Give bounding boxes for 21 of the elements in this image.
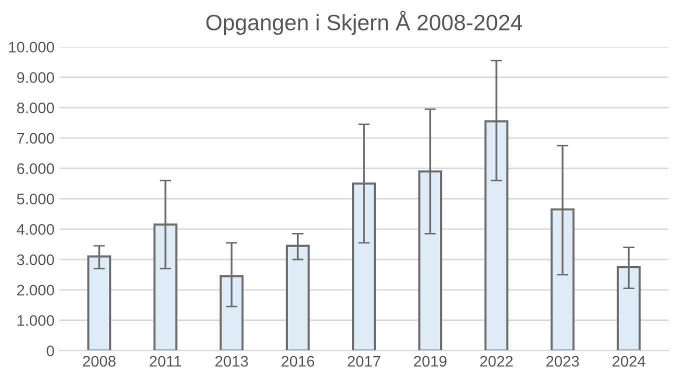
x-tick-label: 2022 xyxy=(480,356,513,367)
y-tick-label: 5.000 xyxy=(17,194,54,204)
x-tick-label: 2024 xyxy=(612,356,646,367)
x-tick-label: 2008 xyxy=(82,356,116,367)
x-tick-label: 2013 xyxy=(215,356,248,367)
y-tick-label: 2.000 xyxy=(17,284,54,296)
y-tick-label: 6.000 xyxy=(17,163,54,174)
y-tick-label: 7.000 xyxy=(17,132,54,144)
y-tick-label: 1.000 xyxy=(18,315,54,326)
y-tick-label: 8.000 xyxy=(17,102,54,114)
y-tick-label: 9.000 xyxy=(17,72,54,83)
y-tick-label: 0 xyxy=(46,345,54,356)
x-tick-label: 2011 xyxy=(150,356,182,367)
x-tick-label: 2019 xyxy=(414,356,446,367)
x-tick-label: 2023 xyxy=(546,356,579,367)
chart-title: Opgangen i Skjern Å 2008-2024 xyxy=(206,10,522,35)
y-tick-label: 3.000 xyxy=(16,254,54,266)
y-tick-label: 4.000 xyxy=(16,224,54,235)
x-tick-label: 2017 xyxy=(348,356,380,367)
y-tick-label: 10.000 xyxy=(9,42,54,53)
x-tick-label: 2016 xyxy=(282,356,314,367)
